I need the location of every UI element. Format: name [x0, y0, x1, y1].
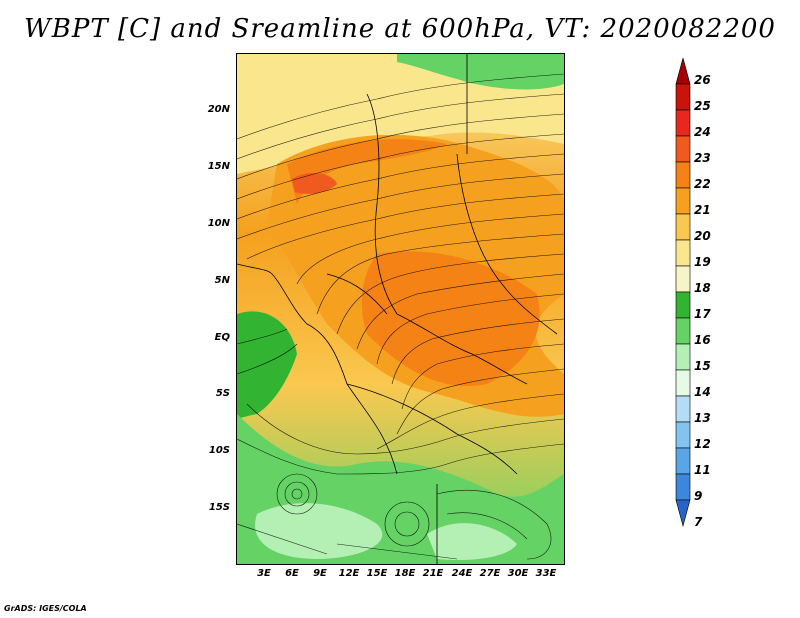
lon-label-24e: 24E: [451, 568, 473, 579]
lon-label-30e: 30E: [507, 568, 529, 579]
colorbar-label: 11: [694, 463, 711, 477]
colorbar-segment: [675, 135, 691, 163]
lat-label-20n: 20N: [207, 104, 230, 115]
colorbar-label: 15: [694, 359, 711, 373]
colorbar-label: 12: [694, 437, 711, 451]
colorbar-segment: [675, 291, 691, 319]
colorbar-label: 26: [694, 73, 711, 87]
lat-label-5n: 5N: [214, 275, 230, 286]
streamlines: [237, 73, 564, 560]
colorbar-label: 13: [694, 411, 711, 425]
colorbar-label: 14: [694, 385, 711, 399]
colorbar-bottom-arrow: [675, 499, 691, 528]
colorbar-label: 25: [694, 99, 711, 113]
field-west-green: [237, 311, 297, 419]
colorbar-label: 22: [694, 177, 711, 191]
lat-label-15n: 15N: [207, 161, 230, 172]
colorbar-segment: [675, 83, 691, 111]
lat-label-eq: EQ: [214, 332, 230, 343]
lat-label-15s: 15S: [208, 502, 230, 513]
colorbar-label: 7: [694, 515, 703, 529]
field-red-spot: [292, 172, 337, 194]
lon-label-3e: 3E: [257, 568, 271, 579]
colorbar-segment: [675, 109, 691, 137]
colorbar-label: 20: [694, 229, 711, 243]
colorbar-top-arrow: [675, 58, 691, 85]
colorbar-segment: [675, 213, 691, 241]
lat-label-10n: 10N: [207, 218, 230, 229]
colorbar-label: 19: [694, 255, 711, 269]
field-darker-orange: [287, 139, 447, 204]
colorbar-segment: [675, 187, 691, 215]
colorbar-segment: [675, 343, 691, 371]
map-title: WBPT [C] and Sreamline at 600hPa, VT: 20…: [24, 14, 776, 44]
field-southeast-light: [427, 523, 517, 561]
colorbar-label: 18: [694, 281, 711, 295]
colorbar-label: 21: [694, 203, 711, 217]
country-borders: [237, 54, 558, 564]
lat-label-5s: 5S: [215, 388, 230, 399]
lat-label-10s: 10S: [208, 445, 230, 456]
field-north-green: [397, 54, 564, 90]
colorbar-label: 17: [694, 307, 711, 321]
wbpt-field: [237, 54, 564, 564]
grads-credit: GrADS: IGES/COLA: [4, 604, 87, 613]
map-panel: [236, 53, 565, 565]
field-center-orange: [361, 251, 540, 386]
colorbar-segment: [675, 473, 691, 501]
lon-label-6e: 6E: [285, 568, 299, 579]
colorbar: [675, 58, 691, 528]
colorbar-segment: [675, 317, 691, 345]
colorbar-label: 9: [694, 489, 703, 503]
field-south-light-green: [255, 503, 383, 559]
colorbar-label: 16: [694, 333, 711, 347]
lon-label-27e: 27E: [479, 568, 501, 579]
colorbar-segment: [675, 421, 691, 449]
lon-label-33e: 33E: [535, 568, 557, 579]
colorbar-segment: [675, 265, 691, 293]
colorbar-label: 24: [694, 125, 711, 139]
colorbar-segment: [675, 395, 691, 423]
colorbar-segment: [675, 369, 691, 397]
lon-label-15e: 15E: [366, 568, 388, 579]
colorbar-segment: [675, 161, 691, 189]
lon-label-12e: 12E: [338, 568, 360, 579]
colorbar-segment: [675, 447, 691, 475]
colorbar-segment: [675, 239, 691, 267]
lon-label-18e: 18E: [394, 568, 416, 579]
lon-label-9e: 9E: [313, 568, 327, 579]
lon-label-21e: 21E: [422, 568, 444, 579]
colorbar-label: 23: [694, 151, 711, 165]
